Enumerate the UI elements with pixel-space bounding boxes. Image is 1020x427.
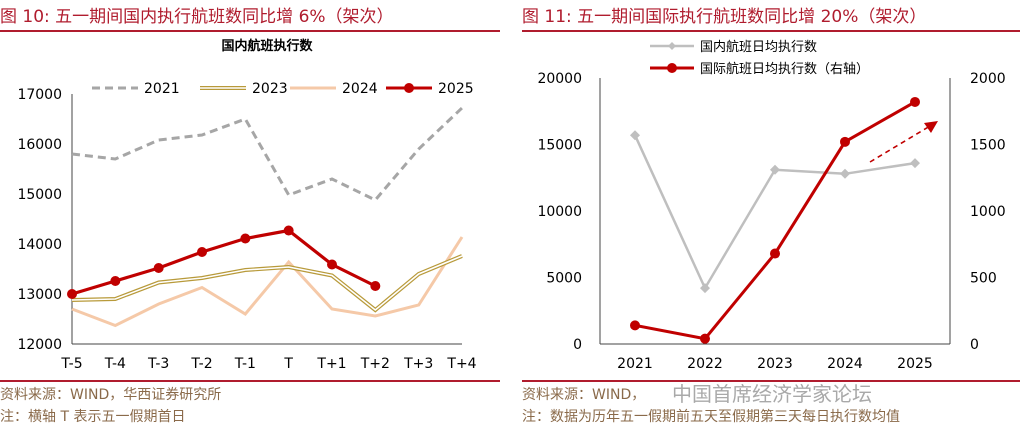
right-title-rule xyxy=(522,30,1020,32)
x-tick-label: 2022 xyxy=(687,356,723,372)
series-domestic-line xyxy=(633,134,916,291)
y2-tick-label: 500 xyxy=(970,271,997,287)
left-source: 资料来源：WIND，华西证券研究所 xyxy=(0,387,222,403)
right-figure: 图 11: 五一期间国际执行航班数同比增 20%（架次） 0 5000 10000 1… xyxy=(522,0,1020,427)
series-domestic-point xyxy=(700,283,710,294)
chart-title: 国内航班执行数 xyxy=(221,38,313,54)
x-tick-label: T-5 xyxy=(60,356,82,372)
series-2025-point xyxy=(110,276,121,286)
y2-tick-label: 0 xyxy=(970,337,979,353)
watermark: 中国首席经济学家论坛 xyxy=(672,382,872,406)
series-2021-line xyxy=(71,106,464,202)
y2-tick-label: 1000 xyxy=(970,204,1006,220)
x-tick-label: T+1 xyxy=(316,356,346,372)
x-tick-label: 2023 xyxy=(757,356,793,372)
right-note: 注：数据为历年五一假期前五天至假期第三天每日执行数均值 xyxy=(522,409,900,425)
series-international-point xyxy=(770,248,780,259)
left-bottom-rule xyxy=(0,380,500,382)
legend-international-marker xyxy=(667,63,677,73)
right-bottom-rule xyxy=(522,380,1020,382)
x-tick-label: 2025 xyxy=(897,356,933,372)
series-domestic-point xyxy=(840,168,850,179)
y-tick-label: 0 xyxy=(573,337,582,353)
x-tick-label: T-1 xyxy=(234,356,256,372)
legend-label: 2024 xyxy=(342,81,378,97)
legend-label: 2023 xyxy=(252,81,288,97)
series-2025-point xyxy=(370,281,381,291)
x-tick-label: T+4 xyxy=(446,356,476,372)
series-2023-line-inner xyxy=(71,255,463,312)
y2-tick-label: 2000 xyxy=(970,71,1006,87)
x-tick-label: 2021 xyxy=(617,356,653,372)
series-2023-line xyxy=(71,254,463,313)
trend-arrow-head xyxy=(924,121,938,133)
legend-label: 2021 xyxy=(144,81,180,97)
x-tick-label: T-4 xyxy=(104,356,126,372)
series-2025-point xyxy=(197,247,207,257)
series-2024-line xyxy=(71,236,464,328)
right-source: 资料来源：WIND， xyxy=(522,387,646,403)
left-title-rule xyxy=(0,30,500,32)
trend-arrow-line xyxy=(869,125,931,163)
series-domestic-point xyxy=(910,158,920,169)
y-tick-label: 5000 xyxy=(546,271,582,287)
series-2025-point xyxy=(283,225,294,236)
series-2025-point xyxy=(67,289,77,299)
x-tick-label: T xyxy=(283,356,293,372)
legend-label: 2025 xyxy=(438,81,474,97)
series-international-line xyxy=(634,100,916,341)
left-figure: 图 10: 五一期间国内执行航班数同比增 6%（架次） 国内航班执行数 12000… xyxy=(0,0,500,427)
y-tick-label: 14000 xyxy=(17,237,62,253)
series-international-point xyxy=(910,96,920,107)
y-tick-label: 20000 xyxy=(537,71,582,87)
left-note: 注：横轴 T 表示五一假期首日 xyxy=(0,409,186,425)
y-tick-label: 10000 xyxy=(537,204,582,220)
series-domestic-point xyxy=(770,164,780,175)
legend-2025-marker xyxy=(404,83,414,93)
series-2025-point xyxy=(240,233,251,244)
series-2025-line xyxy=(71,228,377,296)
x-tick-label: 2024 xyxy=(827,356,863,372)
legend-domestic-marker xyxy=(668,42,676,50)
series-2025-point xyxy=(153,263,164,273)
y2-tick-label: 1500 xyxy=(970,138,1006,154)
x-tick-label: T-3 xyxy=(147,356,169,372)
series-international-point xyxy=(700,333,710,344)
y-tick-label: 16000 xyxy=(17,137,62,153)
legend-domestic-label: 国内航班日均执行数 xyxy=(700,39,817,55)
series-international-point xyxy=(630,320,640,331)
y-tick-label: 13000 xyxy=(17,287,62,303)
x-tick-label: T+2 xyxy=(360,356,390,372)
legend-international-label: 国际航班日均执行数（右轴） xyxy=(700,61,869,77)
series-2025-point xyxy=(327,259,337,270)
x-tick-label: T+3 xyxy=(403,356,433,372)
x-tick-label: T-2 xyxy=(190,356,212,372)
right-figure-title: 图 11: 五一期间国际执行航班数同比增 20%（架次） xyxy=(522,7,927,27)
series-domestic-point xyxy=(630,130,640,141)
y-tick-label: 15000 xyxy=(17,187,62,203)
y-tick-label: 15000 xyxy=(537,138,582,154)
left-figure-title: 图 10: 五一期间国内执行航班数同比增 6%（架次） xyxy=(0,7,394,27)
right-chart: 0 5000 10000 15000 20000 0 500 1000 1500 2000 2021… xyxy=(537,39,1006,372)
y-tick-label: 12000 xyxy=(17,337,62,353)
left-chart: 国内航班执行数 12000 13000 14000 15000 16000 17000 T-5… xyxy=(17,38,476,372)
y-tick-label: 17000 xyxy=(17,87,62,103)
series-international-point xyxy=(840,136,850,147)
